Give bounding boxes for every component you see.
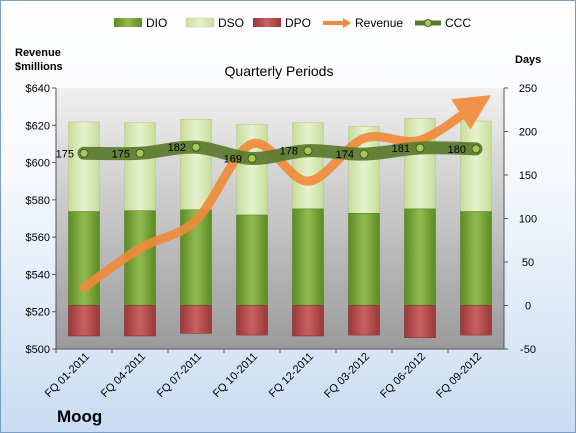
right-tick-label-6: 250	[519, 83, 537, 95]
left-tick-label-7: $640	[26, 83, 50, 95]
x-tick-label-2: FQ 07-2011	[155, 351, 204, 400]
right-tick-label-5: 200	[519, 127, 537, 139]
legend-item-dso: DSO	[185, 16, 244, 30]
left-tick-label-1: $520	[26, 307, 50, 319]
bar-dso-2	[180, 119, 212, 211]
bar-dpo-6	[404, 305, 436, 338]
legend-label-revenue: Revenue	[355, 16, 403, 30]
bar-dpo-7	[460, 305, 492, 336]
series-line-ccc	[77, 140, 483, 165]
legend-label-ccc: CCC	[445, 16, 471, 30]
right-tick-label-0: -50	[520, 344, 536, 356]
left-tick-label-5: $600	[26, 158, 50, 170]
ccc-data-label-7: 180	[448, 144, 466, 156]
left-tick-label-4: $580	[26, 195, 50, 207]
legend-label-dpo: DPO	[285, 16, 311, 30]
ccc-data-label-1: 175	[112, 148, 130, 160]
legend: DIO DSO DPO Revenue CCC	[114, 16, 471, 30]
bar-dio-3	[236, 214, 268, 306]
legend-item-dpo: DPO	[253, 16, 311, 30]
x-tick-label-3: FQ 10-2011	[211, 351, 260, 400]
bar-dio-6	[404, 208, 436, 306]
right-axis-title: Days	[515, 54, 541, 66]
ccc-data-label-0: 175	[56, 148, 74, 160]
bar-dso-1	[124, 122, 156, 211]
company-name: Moog	[57, 407, 102, 426]
right-tick-label-1: 0	[525, 301, 531, 313]
chart-subtitle: Quarterly Periods	[225, 63, 334, 79]
bar-dso-3	[236, 124, 268, 216]
legend-swatch-dso	[185, 17, 215, 28]
ccc-point-6	[415, 143, 425, 153]
legend-swatch-dio	[114, 18, 142, 27]
bar-dio-5	[348, 213, 380, 306]
bar-dso-0	[68, 121, 100, 212]
ccc-point-3	[247, 153, 257, 163]
right-tick-label-4: 150	[519, 170, 537, 182]
x-tick-label-4: FQ 12-2011	[267, 351, 316, 400]
left-tick-label-0: $500	[26, 344, 50, 356]
ccc-point-7	[471, 144, 481, 154]
ccc-point-1	[135, 148, 145, 158]
bar-dio-4	[292, 208, 324, 306]
legend-arrow-icon	[343, 18, 351, 28]
ccc-point-0	[79, 148, 89, 158]
bar-dpo-5	[348, 305, 380, 336]
ccc-point-4	[303, 146, 313, 156]
right-tick-label-3: 100	[519, 214, 537, 226]
ccc-data-label-6: 181	[392, 143, 410, 155]
ccc-data-label-5: 174	[336, 149, 354, 161]
legend-label-dso: DSO	[218, 16, 244, 30]
x-tick-label-7: FQ 09-2012	[434, 351, 484, 401]
legend-item-ccc: CCC	[415, 16, 471, 30]
x-tick-label-1: FQ 04-2011	[99, 351, 148, 400]
bar-dio-7	[460, 211, 492, 306]
bar-dso-4	[292, 122, 324, 210]
legend-item-revenue: Revenue	[323, 16, 403, 30]
legend-swatch-dpo	[253, 18, 281, 27]
bar-dpo-1	[124, 305, 156, 337]
x-tick-label-6: FQ 06-2012	[378, 351, 428, 401]
ccc-point-2	[191, 142, 201, 152]
bar-dpo-0	[68, 305, 100, 337]
left-axis-title-line1: Revenue	[15, 47, 61, 59]
legend-marker-ccc	[424, 19, 432, 27]
right-tick-label-2: 50	[522, 257, 534, 269]
bar-dpo-3	[236, 305, 268, 336]
lines-layer: 175 175 182 169 178 174 181 180	[56, 95, 492, 292]
legend-item-dio: DIO	[114, 16, 167, 30]
left-tick-label-6: $620	[26, 120, 50, 132]
ccc-data-label-2: 182	[168, 142, 186, 154]
bar-dpo-2	[180, 305, 212, 334]
x-tick-label-0: FQ 01-2011	[43, 351, 92, 400]
bar-dpo-4	[292, 305, 324, 337]
ccc-point-5	[359, 149, 369, 159]
left-axis-title-line2: $millions	[15, 61, 63, 73]
left-tick-label-3: $560	[26, 232, 50, 244]
x-tick-label-5: FQ 03-2012	[322, 351, 372, 401]
ccc-data-label-4: 178	[280, 146, 298, 158]
legend-label-dio: DIO	[146, 16, 167, 30]
ccc-data-label-3: 169	[224, 153, 242, 165]
bar-dso-7	[460, 120, 492, 212]
left-tick-label-2: $540	[26, 269, 50, 281]
